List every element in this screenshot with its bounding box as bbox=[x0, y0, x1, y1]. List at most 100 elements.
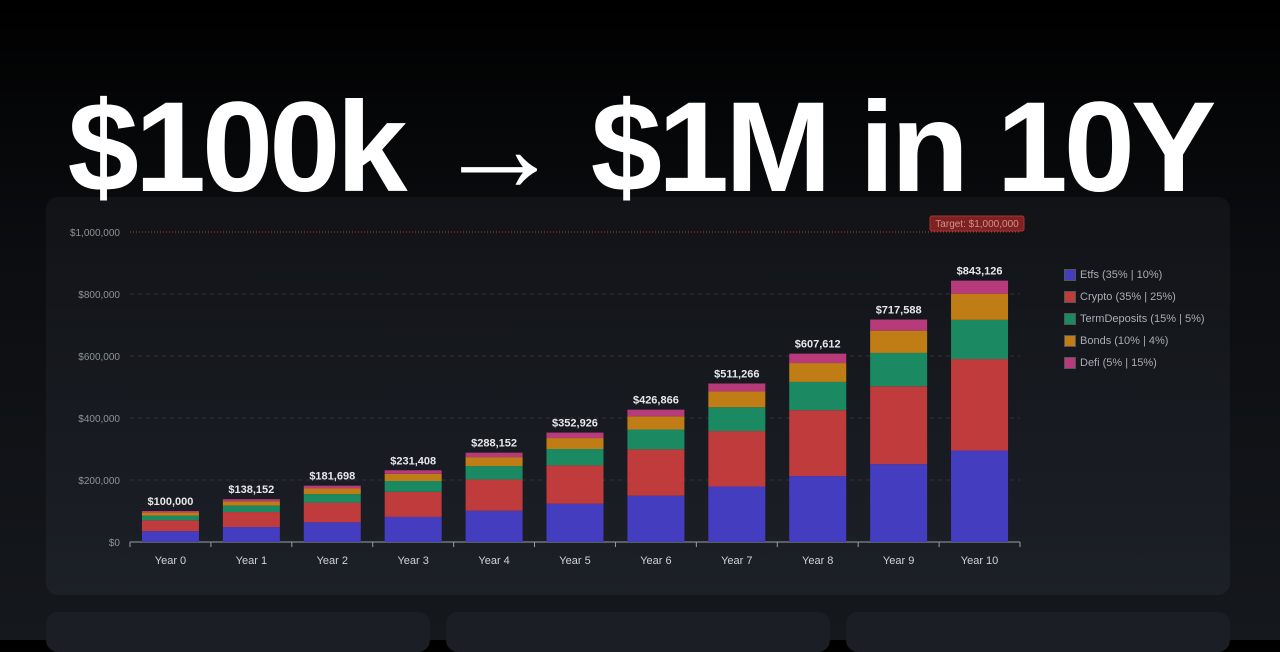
bar-segment bbox=[222, 527, 280, 542]
legend-label: Etfs (35% | 10%) bbox=[1080, 269, 1163, 281]
y-tick-label: $1,000,000 bbox=[70, 228, 120, 239]
x-tick-label: Year 1 bbox=[236, 555, 267, 567]
bar-segment bbox=[627, 409, 685, 417]
bar-segment bbox=[627, 495, 685, 542]
bar-segment bbox=[465, 479, 523, 511]
bar-segment bbox=[951, 450, 1009, 542]
x-tick-label: Year 7 bbox=[721, 555, 752, 567]
bar-segment bbox=[222, 505, 280, 513]
bar-segment bbox=[708, 486, 766, 542]
legend-swatch bbox=[1064, 357, 1076, 369]
total-label: $426,866 bbox=[633, 395, 679, 407]
bar-segment bbox=[627, 429, 685, 450]
x-tick-label: Year 0 bbox=[155, 555, 186, 567]
legend: Etfs (35% | 10%) Crypto (35% | 25%) TermDe… bbox=[1064, 264, 1205, 374]
total-label: $352,926 bbox=[552, 418, 598, 430]
legend-item[interactable]: Bonds (10% | 4%) bbox=[1064, 330, 1205, 352]
legend-swatch bbox=[1064, 291, 1076, 303]
x-tick-label: Year 4 bbox=[478, 555, 509, 567]
y-tick-label: $0 bbox=[109, 538, 121, 549]
bar-segment bbox=[303, 502, 361, 523]
legend-swatch bbox=[1064, 313, 1076, 325]
bar-segment bbox=[222, 499, 280, 502]
bar-segment bbox=[789, 381, 847, 411]
bar-segment bbox=[384, 481, 442, 492]
legend-label: TermDeposits (15% | 5%) bbox=[1080, 313, 1205, 325]
total-label: $138,152 bbox=[228, 484, 274, 496]
bar-segment bbox=[303, 488, 361, 495]
bar-segment bbox=[546, 449, 604, 466]
total-label: $181,698 bbox=[309, 471, 355, 483]
target-badge bbox=[929, 215, 1025, 232]
bar-segment bbox=[384, 516, 442, 542]
bar-segment bbox=[951, 280, 1009, 294]
legend-item[interactable]: TermDeposits (15% | 5%) bbox=[1064, 308, 1205, 330]
bar-segment bbox=[546, 465, 604, 504]
bar-segment bbox=[141, 512, 199, 516]
bar-segment bbox=[789, 353, 847, 364]
bar-segment bbox=[465, 510, 523, 542]
legend-label: Defi (5% | 15%) bbox=[1080, 357, 1157, 369]
bar-segment bbox=[303, 485, 361, 489]
bar-segment bbox=[708, 391, 766, 408]
x-tick-label: Year 2 bbox=[317, 555, 348, 567]
bar-segment bbox=[303, 522, 361, 542]
bar-segment bbox=[384, 470, 442, 474]
bar-segment bbox=[870, 330, 928, 353]
bar-segment bbox=[789, 476, 847, 542]
headline: $100k → $1M in 10Y bbox=[67, 76, 1217, 219]
legend-swatch bbox=[1064, 269, 1076, 281]
bar-segment bbox=[465, 457, 523, 467]
legend-label: Bonds (10% | 4%) bbox=[1080, 335, 1169, 347]
bar-segment bbox=[870, 464, 928, 542]
bar-segment bbox=[789, 363, 847, 382]
bar-segment bbox=[870, 352, 928, 387]
legend-label: Crypto (35% | 25%) bbox=[1080, 291, 1176, 303]
bar-segment bbox=[141, 520, 199, 532]
bar-segment bbox=[384, 473, 442, 482]
total-label: $288,152 bbox=[471, 438, 517, 450]
bar-segment bbox=[141, 531, 199, 542]
legend-item[interactable]: Defi (5% | 15%) bbox=[1064, 352, 1205, 374]
legend-swatch bbox=[1064, 335, 1076, 347]
bar-segment bbox=[951, 359, 1009, 451]
bar-segment bbox=[627, 416, 685, 430]
bar-segment bbox=[546, 432, 604, 439]
legend-item[interactable]: Crypto (35% | 25%) bbox=[1064, 286, 1205, 308]
total-label: $607,612 bbox=[795, 339, 841, 351]
bar-segment bbox=[951, 319, 1009, 360]
bar-segment bbox=[951, 293, 1009, 320]
total-label: $100,000 bbox=[148, 496, 194, 508]
bar-segment bbox=[708, 431, 766, 487]
bar-segment bbox=[708, 407, 766, 432]
bar-segment bbox=[627, 449, 685, 496]
x-tick-label: Year 10 bbox=[961, 555, 999, 567]
total-label: $843,126 bbox=[957, 266, 1003, 278]
bar-segment bbox=[708, 383, 766, 392]
bar-segment bbox=[870, 319, 928, 331]
bar-segment bbox=[222, 501, 280, 506]
x-tick-label: Year 8 bbox=[802, 555, 833, 567]
bar-segment bbox=[141, 515, 199, 521]
bar-segment bbox=[465, 466, 523, 480]
x-tick-label: Year 3 bbox=[397, 555, 428, 567]
bar-segment bbox=[141, 511, 199, 513]
bar-segment bbox=[546, 438, 604, 450]
legend-item[interactable]: Etfs (35% | 10%) bbox=[1064, 264, 1205, 286]
x-tick-label: Year 5 bbox=[559, 555, 590, 567]
bar-segment bbox=[789, 410, 847, 477]
total-label: $231,408 bbox=[390, 455, 436, 467]
y-tick-label: $800,000 bbox=[78, 290, 120, 301]
bar-segment bbox=[222, 512, 280, 528]
total-label: $717,588 bbox=[876, 305, 922, 317]
total-label: $511,266 bbox=[714, 369, 759, 381]
y-tick-label: $600,000 bbox=[78, 352, 120, 363]
bar-segment bbox=[546, 503, 604, 542]
bar-segment bbox=[384, 491, 442, 517]
bar-segment bbox=[870, 386, 928, 465]
y-tick-label: $400,000 bbox=[78, 414, 120, 425]
bar-segment bbox=[465, 452, 523, 458]
x-tick-label: Year 6 bbox=[640, 555, 671, 567]
bar-segment bbox=[303, 494, 361, 503]
